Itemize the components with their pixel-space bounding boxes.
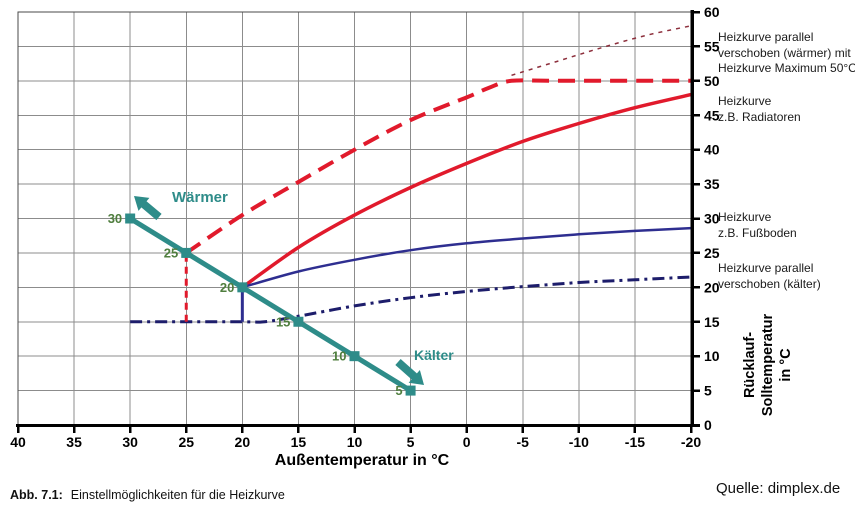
setting-line [128, 216, 412, 393]
heizkurve-fussboden-curve [241, 226, 692, 289]
setting-marker-label: 25 [164, 245, 178, 260]
setting-marker [293, 316, 304, 327]
y-axis-tick-label: 40 [704, 142, 720, 158]
waermer-arrow-shaft [139, 200, 162, 221]
kaelter-annotation-label: Kälter [414, 347, 454, 363]
heizkurve-parallel-waermer-curve [185, 78, 691, 255]
setting-marker [125, 213, 136, 224]
x-axis-tick-label: -10 [569, 434, 589, 450]
setting-marker-label: 30 [108, 211, 122, 226]
source-credit: Quelle: dimplex.de [716, 480, 841, 497]
y-axis-tick-label: 25 [704, 245, 720, 261]
setting-marker [349, 351, 360, 362]
y-axis-tick-label: 35 [704, 176, 720, 192]
x-axis-tick-label: 40 [10, 434, 26, 450]
setting-marker-label: 15 [276, 314, 290, 329]
heizkurve-radiatoren-curve [241, 92, 692, 289]
x-axis-tick-label: 10 [347, 434, 363, 450]
x-axis-tick-label: -20 [681, 434, 701, 450]
y-axis-tick-label: 0 [704, 417, 712, 433]
y-axis-tick-label: 5 [704, 383, 712, 399]
x-axis-tick-label: 25 [178, 434, 194, 450]
setting-marker-label: 5 [395, 383, 402, 398]
x-axis-title: Außentemperatur in °C [274, 452, 450, 469]
caption-number: Abb. 7.1: [10, 488, 63, 502]
maximum-continuation-curve [511, 25, 692, 77]
x-axis-tick-label: -15 [625, 434, 645, 450]
kaelter-arrow-shaft [395, 359, 419, 381]
x-axis-tick-label: 5 [407, 434, 415, 450]
caption-text: Einstellmöglichkeiten für die Heizkurve [70, 488, 285, 502]
setting-marker [405, 385, 416, 396]
legend-fussboden: Heizkurve z.B. Fußboden [718, 210, 797, 240]
figure-caption: Abb. 7.1: Einstellmöglichkeiten für die H… [10, 488, 285, 502]
waermer-arrow-head [134, 196, 150, 211]
y-axis-tick-label: 60 [704, 4, 720, 20]
y-axis-tick-label: 45 [704, 107, 720, 123]
legend-radiatoren: Heizkurve z.B. Radiatoren [718, 94, 801, 124]
y-axis-tick-label: 15 [704, 314, 720, 330]
setting-marker [237, 282, 248, 293]
setting-marker [181, 247, 192, 258]
legend-parallel-waermer: Heizkurve parallel verschoben (wärmer) m… [718, 30, 855, 75]
setting-marker-label: 20 [220, 280, 234, 295]
kaelter-arrow-head [408, 370, 424, 385]
x-axis-tick-label: 20 [235, 434, 251, 450]
y-axis-title: Rücklauf- Solltemperatur in °C [742, 313, 794, 417]
x-axis-tick-label: 35 [66, 434, 82, 450]
legend-parallel-kaelter: Heizkurve parallel verschoben (kälter) [718, 261, 821, 291]
heizkurve-parallel-kaelter-curve [130, 275, 692, 324]
y-axis-tick-label: 20 [704, 279, 720, 295]
x-axis-tick-label: 0 [463, 434, 471, 450]
x-axis-tick-label: 30 [122, 434, 138, 450]
setting-marker-label: 10 [332, 349, 346, 364]
x-axis-tick-label: -5 [517, 434, 530, 450]
y-axis-tick-label: 50 [704, 73, 720, 89]
y-axis-tick-label: 55 [704, 38, 720, 54]
y-axis-tick-label: 30 [704, 211, 720, 227]
warmer-annotation-label: Wärmer [172, 189, 228, 206]
x-axis-tick-label: 15 [291, 434, 307, 450]
y-axis-tick-label: 10 [704, 348, 720, 364]
